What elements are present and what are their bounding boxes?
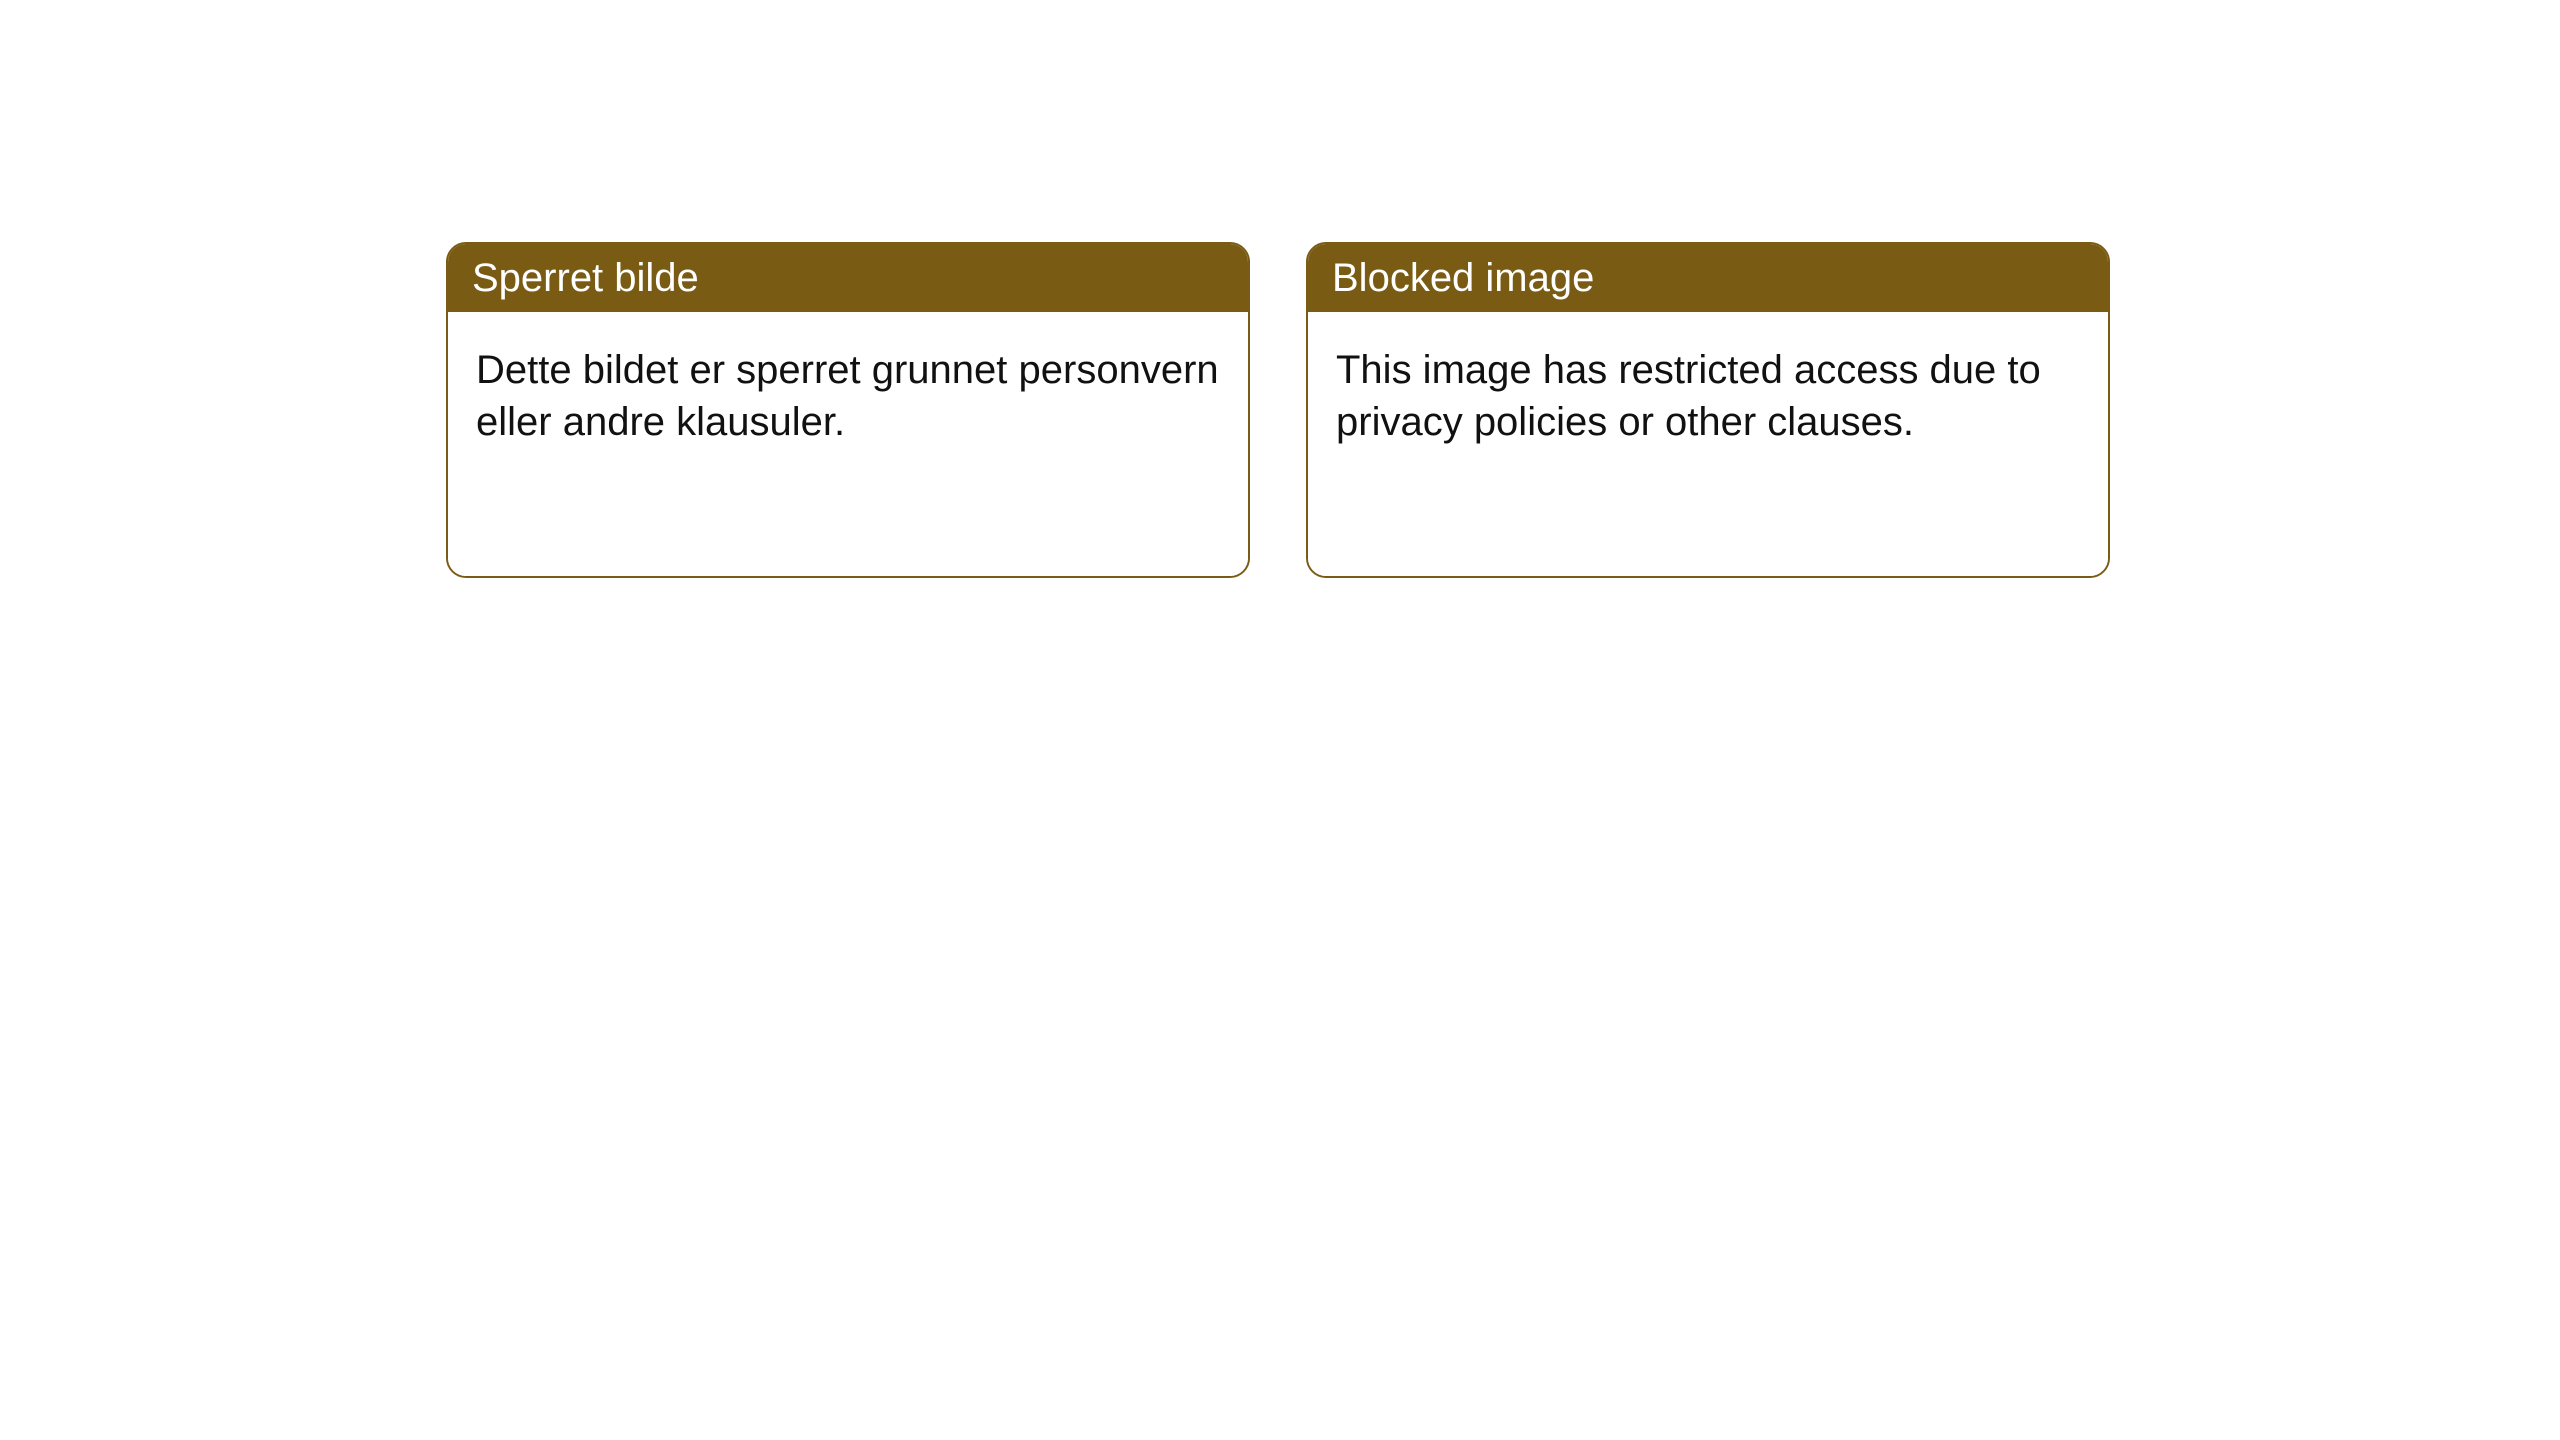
blocked-image-card-en-body: This image has restricted access due to … bbox=[1308, 312, 2108, 576]
blocked-image-card-no-body: Dette bildet er sperret grunnet personve… bbox=[448, 312, 1248, 576]
blocked-image-card-en-header: Blocked image bbox=[1308, 244, 2108, 312]
cards-container: Sperret bilde Dette bildet er sperret gr… bbox=[0, 0, 2560, 578]
blocked-image-card-no-header: Sperret bilde bbox=[448, 244, 1248, 312]
blocked-image-card-no: Sperret bilde Dette bildet er sperret gr… bbox=[446, 242, 1250, 578]
blocked-image-card-en: Blocked image This image has restricted … bbox=[1306, 242, 2110, 578]
